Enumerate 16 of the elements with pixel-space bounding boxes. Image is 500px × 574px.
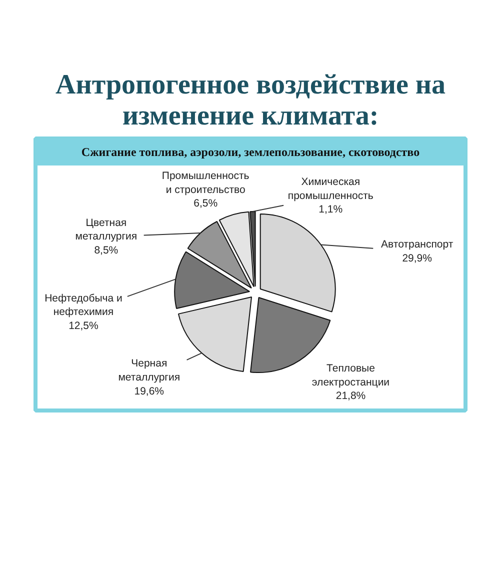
data-label: 6,5% xyxy=(194,198,218,210)
slice-label: Нефтедобыча и нефтехимия xyxy=(44,292,122,318)
slice-label: Тепловые электростанции xyxy=(312,362,390,388)
data-label: 8,5% xyxy=(94,244,118,256)
slice-label: Черная металлургия xyxy=(118,358,180,384)
slice-label: Промышленность и строительство xyxy=(162,170,250,196)
slice-label: Цветная металлургия xyxy=(75,216,138,243)
data-label: 21,8% xyxy=(336,390,366,402)
data-label: 19,6% xyxy=(134,385,164,398)
chart-subtitle: Сжигание топлива, аэрозоли, землепользование, скотоводство xyxy=(81,145,420,159)
slice-label: Химическая промышленность xyxy=(288,176,374,202)
chart-title: Антропогенное воздействие на изменение климата: xyxy=(55,70,446,132)
data-label: 29,9% xyxy=(402,252,432,264)
data-label: 1,1% xyxy=(318,204,343,216)
data-label: 12,5% xyxy=(68,320,98,332)
slice-label: Автотранспорт xyxy=(381,238,454,251)
